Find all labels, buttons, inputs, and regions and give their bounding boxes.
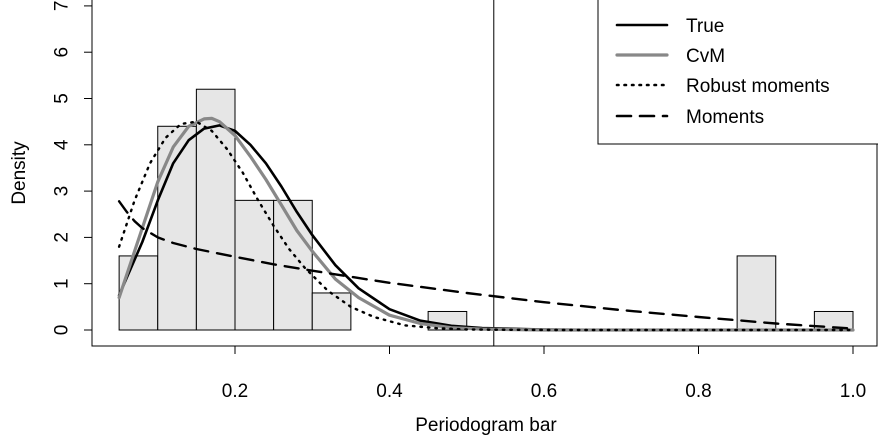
x-tick-label: 0.8 <box>685 381 711 402</box>
y-tick-label: 2 <box>52 232 73 243</box>
histogram-bar-9 <box>736 255 777 331</box>
x-tick-label: 0.2 <box>222 381 248 402</box>
legend-label: True <box>686 16 724 37</box>
y-tick-label: 0 <box>52 325 73 336</box>
curve-moments <box>117 200 855 330</box>
curve-robust-moments <box>117 120 855 332</box>
legend-label: Robust moments <box>686 76 830 97</box>
y-tick-label: 4 <box>52 139 73 150</box>
y-tick-label: 5 <box>52 93 73 104</box>
histogram-bar-3 <box>234 199 275 331</box>
y-tick-label: 1 <box>52 278 73 289</box>
histogram-bar-1 <box>157 125 197 331</box>
histogram-bar-5 <box>311 292 352 331</box>
histogram-bar-4 <box>273 199 313 331</box>
legend: True CvM Robust moments Moments <box>597 0 878 145</box>
y-tick-label: 3 <box>52 186 73 197</box>
y-axis-label: Density <box>9 141 30 205</box>
x-tick-label: 0.4 <box>376 381 403 402</box>
y-tick-label: 7 <box>52 1 73 12</box>
axes: 0.2 0.4 0.6 0.8 1.0 0 1 2 3 4 5 6 7 <box>52 0 878 402</box>
y-tick-label: 6 <box>52 47 73 58</box>
legend-label: CvM <box>686 46 725 67</box>
legend-label: Moments <box>686 107 764 128</box>
histogram-bars <box>118 88 854 331</box>
histogram-bar-0 <box>118 255 159 331</box>
density-curves <box>117 116 855 332</box>
x-tick-label: 0.6 <box>531 381 557 402</box>
x-axis-label: Periodogram bar <box>415 415 557 436</box>
curve-cvm <box>117 116 855 332</box>
x-tick-label: 1.0 <box>840 381 866 402</box>
